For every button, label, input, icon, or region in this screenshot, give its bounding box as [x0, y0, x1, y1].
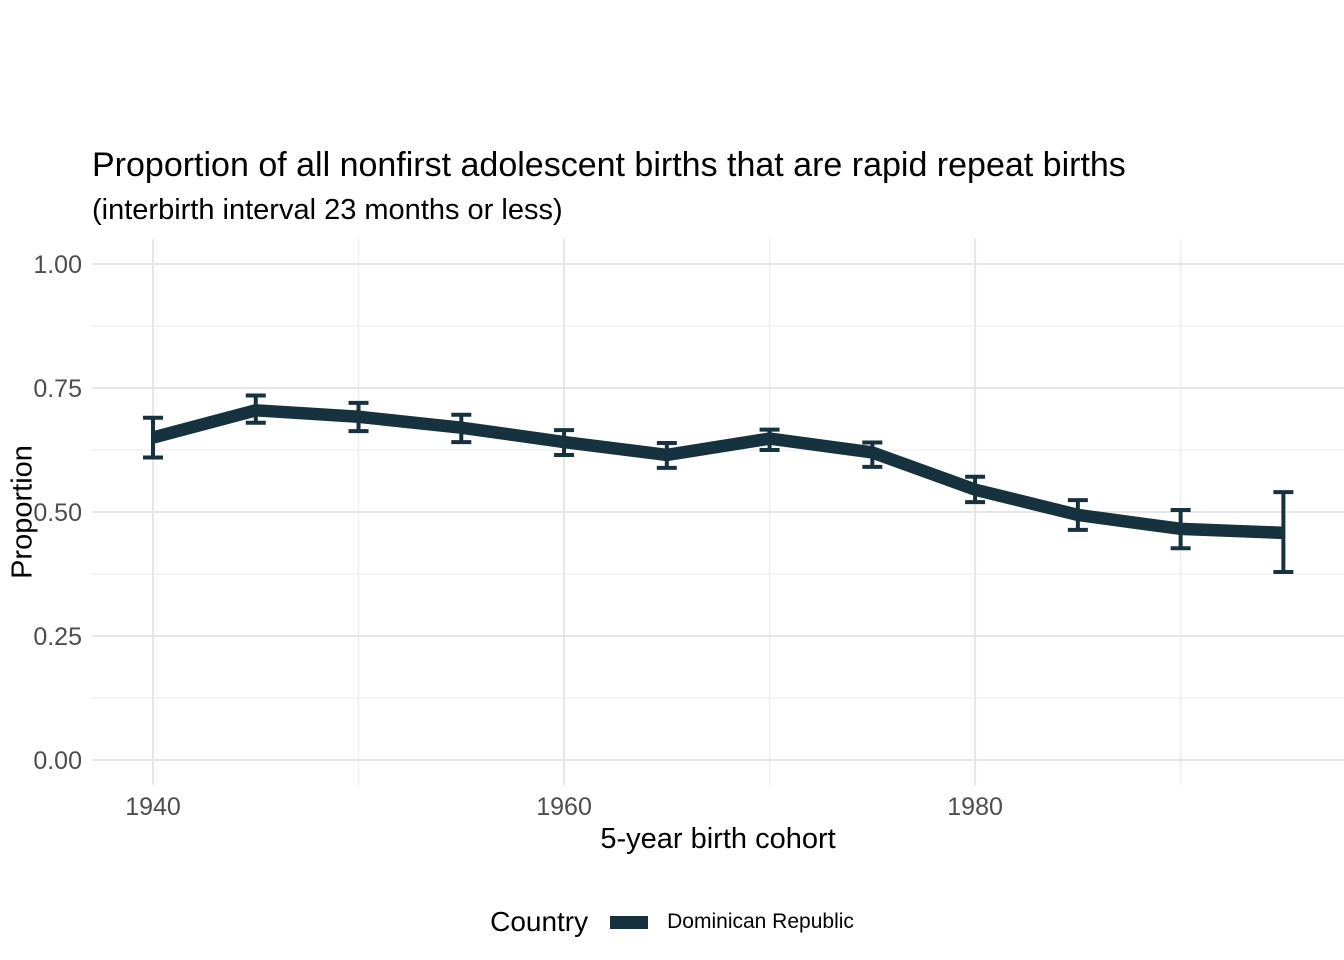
error-bars	[143, 393, 1294, 575]
tick-labels: 0.00 0.25 0.50 0.75 1.00 1940 1960 1980	[33, 251, 1003, 821]
y-axis-title: Proportion	[6, 445, 39, 579]
legend-item-label: Dominican Republic	[667, 910, 854, 933]
x-axis-title: 5-year birth cohort	[600, 823, 836, 855]
legend-key-swatch	[610, 915, 649, 929]
plot-subtitle: (interbirth interval 23 months or less)	[92, 194, 563, 226]
x-tick-label: 1980	[947, 793, 1003, 821]
y-tick-label: 0.25	[33, 623, 82, 651]
y-tick-label: 0.50	[33, 499, 82, 527]
x-tick-label: 1960	[536, 793, 592, 821]
y-tick-label: 1.00	[33, 251, 82, 279]
data-line	[151, 404, 1284, 540]
data-line-group	[151, 404, 1284, 540]
x-tick-label: 1940	[125, 793, 181, 821]
y-tick-label: 0.75	[33, 375, 82, 403]
plot-title: Proportion of all nonfirst adolescent bi…	[92, 146, 1126, 184]
legend-title: Country	[490, 906, 589, 937]
legend: Country Dominican Republic	[0, 896, 1344, 948]
gridlines-major	[92, 239, 1344, 785]
y-tick-label: 0.00	[33, 747, 82, 775]
